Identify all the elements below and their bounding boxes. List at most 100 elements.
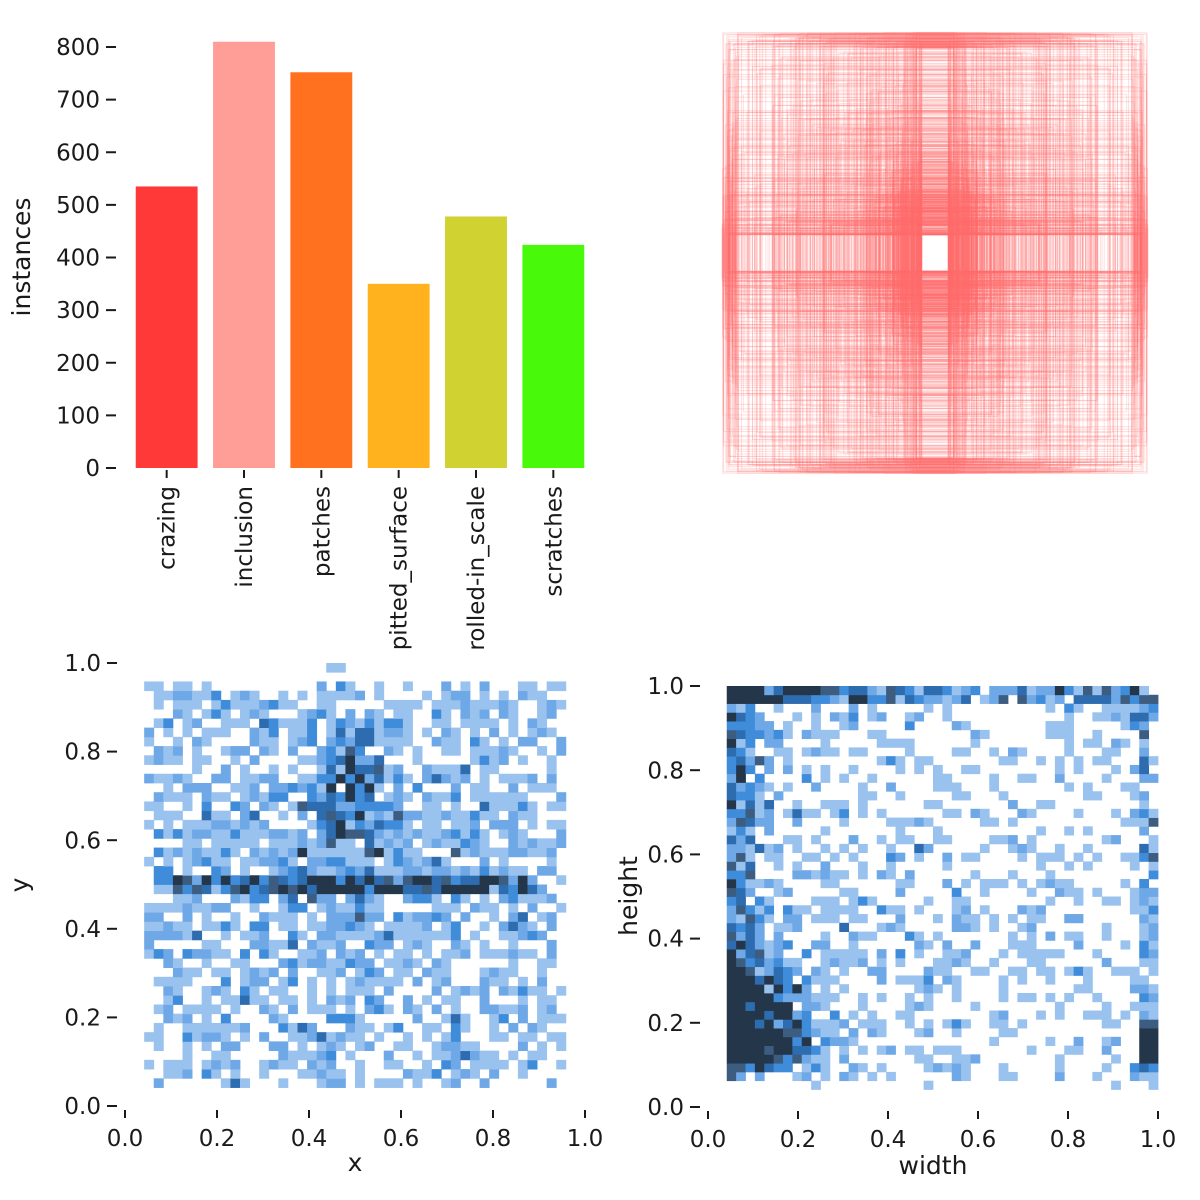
heatmap-cell: [783, 686, 793, 696]
heatmap-cell: [498, 801, 509, 812]
bbox-outline: [816, 40, 1054, 466]
heatmap-cell: [1139, 756, 1150, 766]
heatmap-cell: [1073, 966, 1084, 976]
bbox-outline: [748, 233, 1122, 273]
heatmap-cell: [249, 810, 260, 821]
heatmap-cell: [182, 1059, 193, 1070]
heatmap-cell: [240, 893, 250, 904]
heatmap-cell: [278, 1041, 289, 1052]
heatmap-cell: [307, 838, 318, 848]
heatmap-cell: [1120, 782, 1131, 792]
bbox-outline: [767, 228, 1103, 278]
bbox-outline: [910, 216, 960, 290]
heatmap-cell: [1111, 694, 1121, 704]
bbox-outline: [907, 234, 963, 272]
heatmap-cell: [895, 922, 906, 932]
heatmap-cell: [517, 1059, 528, 1070]
heatmap-cell: [1139, 957, 1150, 968]
heatmap-cell: [345, 755, 356, 765]
bbox-outline: [888, 215, 982, 291]
heatmap-cell: [942, 694, 953, 704]
bbox-outline: [879, 197, 991, 309]
heatmap-cell: [230, 1022, 241, 1033]
bbox-outline: [920, 41, 950, 465]
heatmap-cell: [773, 1001, 784, 1011]
heatmap-cell: [345, 792, 356, 802]
heatmap-cell: [1026, 957, 1037, 968]
bbox-outline: [869, 37, 1001, 469]
bbox-outline: [902, 168, 968, 338]
bbox-outline: [860, 217, 1010, 289]
heatmap-cell: [764, 1054, 775, 1064]
heatmap-cell: [326, 838, 337, 848]
heatmap-cell: [412, 939, 423, 950]
heatmap-cell: [383, 801, 394, 812]
heatmap-cell: [470, 902, 480, 913]
bbox-outline: [900, 160, 970, 346]
heatmap-cell: [278, 1022, 289, 1033]
heatmap-cell: [745, 756, 756, 766]
bbox-outline: [904, 156, 966, 350]
heatmap-cell: [1111, 966, 1121, 976]
bbox-outline: [884, 194, 986, 312]
bbox-outline: [894, 201, 976, 305]
heatmap-cell: [537, 1041, 548, 1052]
heatmap-cell: [268, 884, 279, 895]
heatmap-cell: [517, 884, 528, 895]
heatmap-cell: [1026, 949, 1037, 959]
heatmap-cell: [745, 1028, 756, 1038]
heatmap-cell: [153, 847, 164, 858]
heatmap-cell: [422, 875, 433, 885]
heatmap-cell: [1148, 931, 1159, 941]
heatmap-cell: [192, 856, 203, 867]
heatmap-cell: [201, 847, 212, 858]
heatmap-cell: [951, 992, 962, 1003]
heatmap-cell: [144, 912, 155, 922]
heatmap-cell: [345, 690, 356, 701]
heatmap-cell: [431, 773, 442, 784]
heatmap-cell: [230, 746, 241, 756]
heatmap-cell: [517, 893, 528, 904]
bbox-outline: [735, 51, 1135, 455]
heatmap-cell: [220, 764, 231, 775]
bbox-outline: [900, 178, 970, 328]
heatmap-cell: [829, 992, 840, 1003]
heatmap-cell: [904, 1019, 915, 1029]
heatmap-cell: [412, 976, 423, 987]
heatmap-cell: [316, 866, 327, 876]
heatmap-cell: [355, 884, 365, 895]
heatmap-cell: [431, 810, 442, 821]
bbox-outline: [918, 119, 952, 387]
heatmap-cell: [393, 884, 404, 895]
heatmap-cell: [192, 930, 203, 941]
heatmap-cell: [1139, 1054, 1150, 1064]
bbox-outline: [845, 223, 1025, 283]
heatmap-cell: [754, 773, 765, 783]
heatmap-cell: [1083, 791, 1093, 801]
bbox-outline: [825, 92, 1045, 414]
bbox-outline: [772, 216, 1098, 290]
heatmap-cell: [904, 870, 915, 880]
heatmap-cell: [1120, 686, 1131, 696]
heatmap-cell: [726, 1001, 737, 1011]
bbox-outline: [913, 204, 957, 302]
heatmap-cell: [355, 736, 365, 747]
heatmap-cell: [172, 995, 183, 1005]
heatmap-cell: [431, 718, 442, 729]
heatmap-cell: [537, 986, 548, 996]
heatmap-cell: [211, 690, 222, 701]
bbox-outline: [887, 195, 983, 311]
heatmap-cell: [858, 800, 868, 810]
heatmap-cell: [1036, 878, 1046, 889]
heatmap-cell: [355, 1013, 365, 1024]
bbox-outline: [901, 211, 969, 295]
heatmap-cell: [1008, 800, 1018, 810]
heatmap-cell: [1073, 694, 1084, 704]
heatmap-cell: [1008, 747, 1018, 757]
heatmap-cell: [546, 699, 557, 710]
bbox-outline: [727, 139, 1143, 367]
bbox-outline: [911, 37, 959, 469]
heatmap-cell: [1139, 817, 1150, 827]
heatmap-cell: [412, 1078, 423, 1088]
bbox-outline: [728, 87, 1142, 419]
